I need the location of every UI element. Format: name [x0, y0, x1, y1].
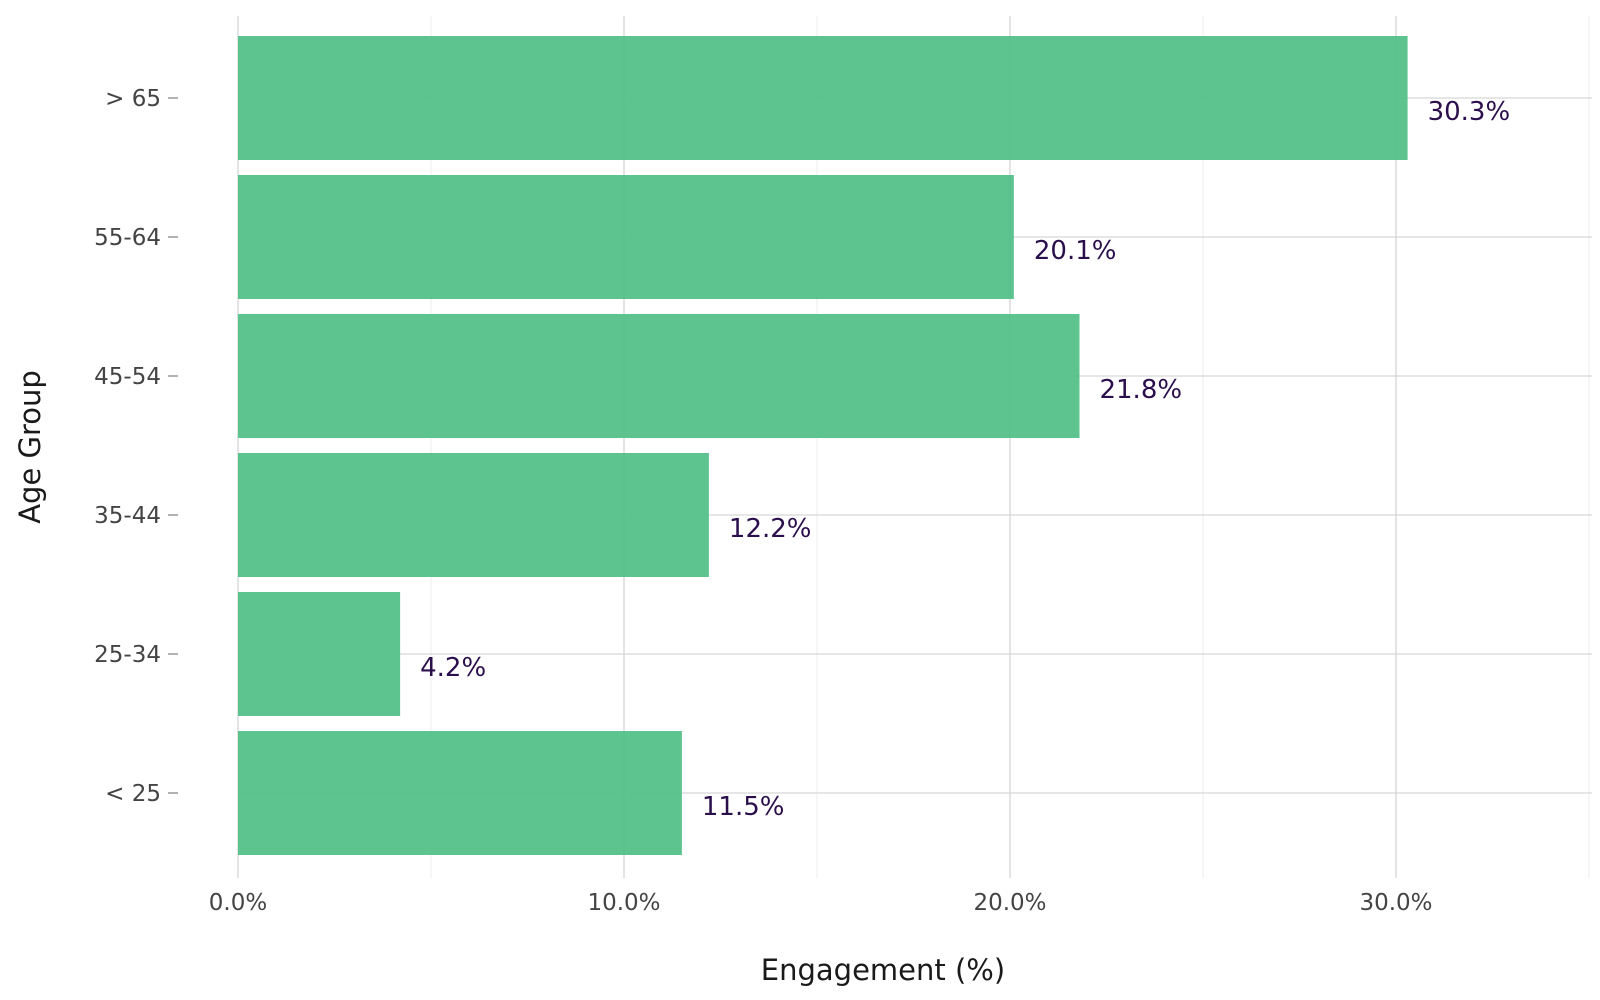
bar	[238, 731, 682, 855]
y-tick-label: > 65	[105, 86, 161, 112]
x-tick-label: 10.0%	[587, 890, 660, 916]
bars	[238, 36, 1408, 855]
bar	[238, 175, 1014, 299]
data-label: 4.2%	[420, 653, 486, 683]
y-tick-label: 25-34	[94, 642, 161, 668]
y-tick-label: 55-64	[94, 225, 161, 251]
data-label: 21.8%	[1099, 375, 1182, 405]
x-axis-title: Engagement (%)	[761, 953, 1005, 987]
y-tick-label: 35-44	[94, 503, 161, 529]
x-tick-label: 30.0%	[1359, 890, 1432, 916]
y-tick-label: 45-54	[94, 364, 161, 390]
data-label: 11.5%	[702, 792, 785, 822]
bar	[238, 592, 401, 716]
x-tick-label: 20.0%	[973, 890, 1046, 916]
y-tick-marks	[168, 97, 178, 794]
y-axis-title: Age Group	[13, 370, 47, 524]
x-tick-label: 0.0%	[209, 890, 267, 916]
x-tick-labels: 0.0% 10.0% 20.0% 30.0%	[209, 890, 1433, 916]
bar	[238, 314, 1080, 438]
data-label: 20.1%	[1034, 236, 1117, 266]
data-label: 12.2%	[729, 514, 812, 544]
y-tick-labels: < 25 25-34 35-44 45-54 55-64 > 65	[94, 86, 161, 807]
bar	[238, 36, 1408, 160]
data-label: 30.3%	[1428, 97, 1511, 127]
y-tick-label: < 25	[105, 781, 161, 807]
data-labels: 11.5% 4.2% 12.2% 21.8% 20.1% 30.3%	[420, 97, 1510, 822]
bar	[238, 453, 709, 577]
